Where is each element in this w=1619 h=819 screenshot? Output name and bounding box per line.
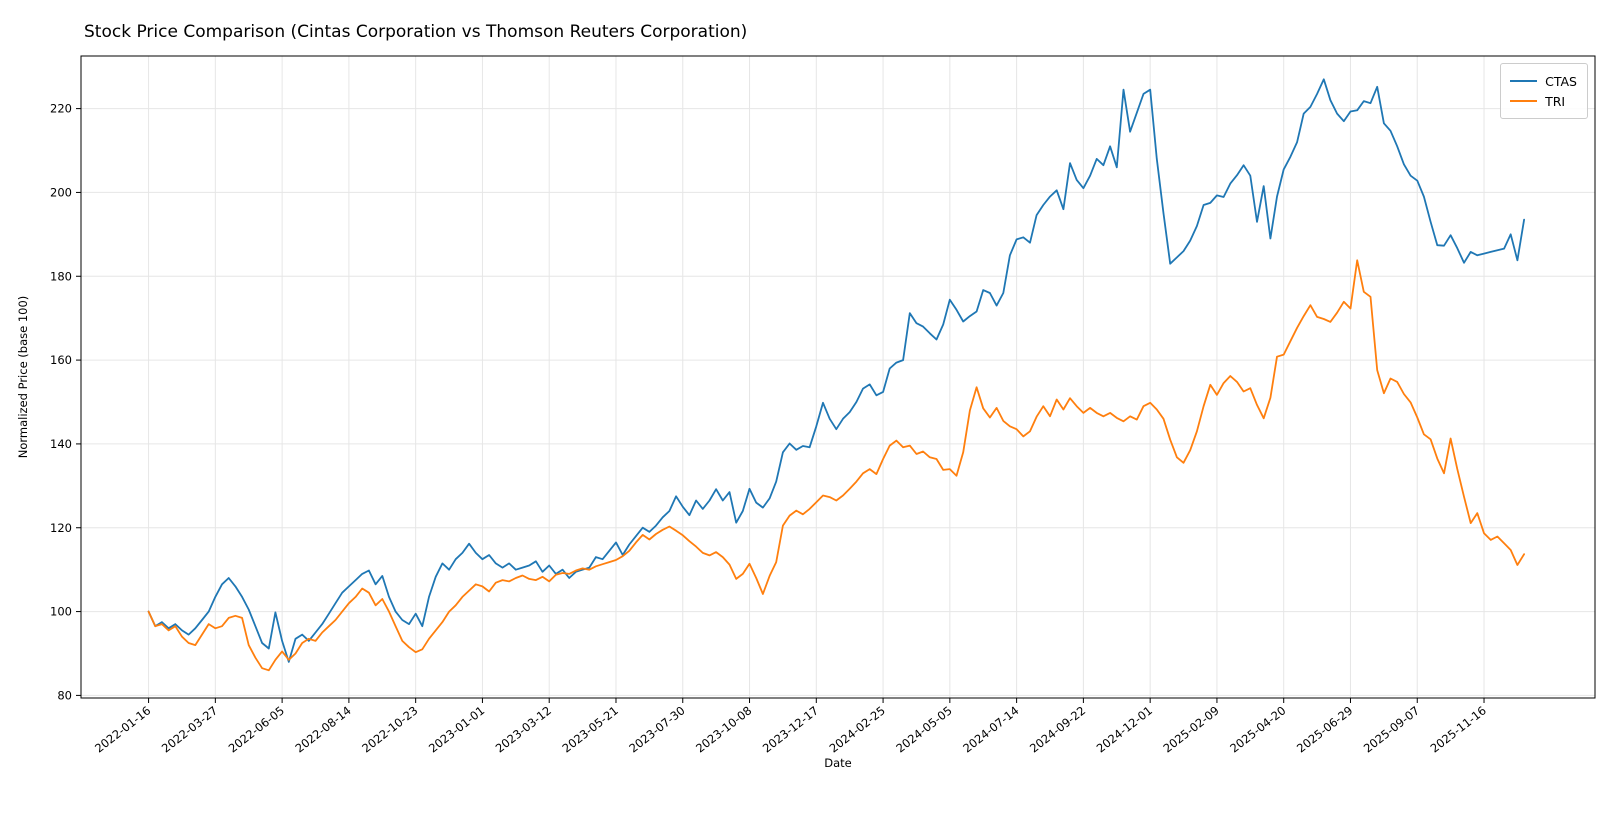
axis-ticks: [76, 108, 1485, 703]
x-tick-label: 2024-07-14: [960, 703, 1021, 755]
x-tick-label: 2023-05-21: [560, 703, 621, 755]
legend-line-swatch: [1510, 80, 1538, 82]
legend-line-swatch: [1510, 100, 1538, 102]
x-tick-label: 2022-01-16: [92, 703, 153, 755]
legend-label: CTAS: [1545, 73, 1577, 89]
x-tick-label: 2024-09-22: [1027, 703, 1088, 755]
legend-label: TRI: [1545, 93, 1566, 109]
y-tick-label: 100: [50, 605, 72, 619]
x-tick-label: 2024-02-25: [827, 703, 888, 755]
chart-title: Stock Price Comparison (Cintas Corporati…: [84, 22, 748, 42]
x-tick-label: 2023-03-12: [493, 703, 554, 755]
x-tick-label: 2025-04-20: [1227, 703, 1288, 755]
y-tick-label: 160: [50, 353, 72, 367]
y-tick-label: 220: [50, 102, 72, 116]
ctas-line: [147, 78, 1525, 663]
y-tick-label: 200: [50, 185, 72, 199]
x-tick-label: 2024-05-05: [893, 703, 954, 755]
x-tick-label: 2022-06-05: [226, 703, 287, 755]
x-tick-label: 2022-03-27: [159, 703, 220, 755]
x-tick-label: 2023-01-01: [426, 703, 487, 755]
x-tick-label: 2025-06-29: [1294, 703, 1355, 755]
y-axis-label: Normalized Price (base 100): [16, 296, 30, 459]
x-tick-label: 2023-10-08: [693, 703, 754, 755]
tri-line: [147, 259, 1525, 672]
x-tick-label: 2022-08-14: [292, 703, 353, 755]
plot-border: [80, 55, 1596, 699]
x-tick-label: 2023-07-30: [626, 703, 687, 755]
x-tick-label: 2023-12-17: [760, 703, 821, 755]
legend: CTAS TRI: [1500, 63, 1588, 119]
gridlines: [81, 56, 1595, 698]
x-axis-label: Date: [824, 756, 852, 770]
x-tick-label: 2025-11-16: [1428, 703, 1489, 755]
y-tick-label: 80: [57, 688, 72, 702]
legend-item-ctas: CTAS: [1510, 71, 1577, 91]
x-tick-label: 2022-10-23: [359, 703, 420, 755]
y-tick-label: 120: [50, 521, 72, 535]
x-tick-label: 2025-02-09: [1160, 703, 1221, 755]
y-tick-label: 180: [50, 269, 72, 283]
axis-tick-labels: 80 100 120 140 160 180 200 220 2022-01-16 2022-03…: [50, 102, 1489, 756]
x-tick-label: 2025-09-07: [1361, 703, 1422, 755]
x-tick-label: 2024-12-01: [1094, 703, 1155, 755]
y-tick-label: 140: [50, 437, 72, 451]
legend-item-tri: TRI: [1510, 91, 1577, 111]
